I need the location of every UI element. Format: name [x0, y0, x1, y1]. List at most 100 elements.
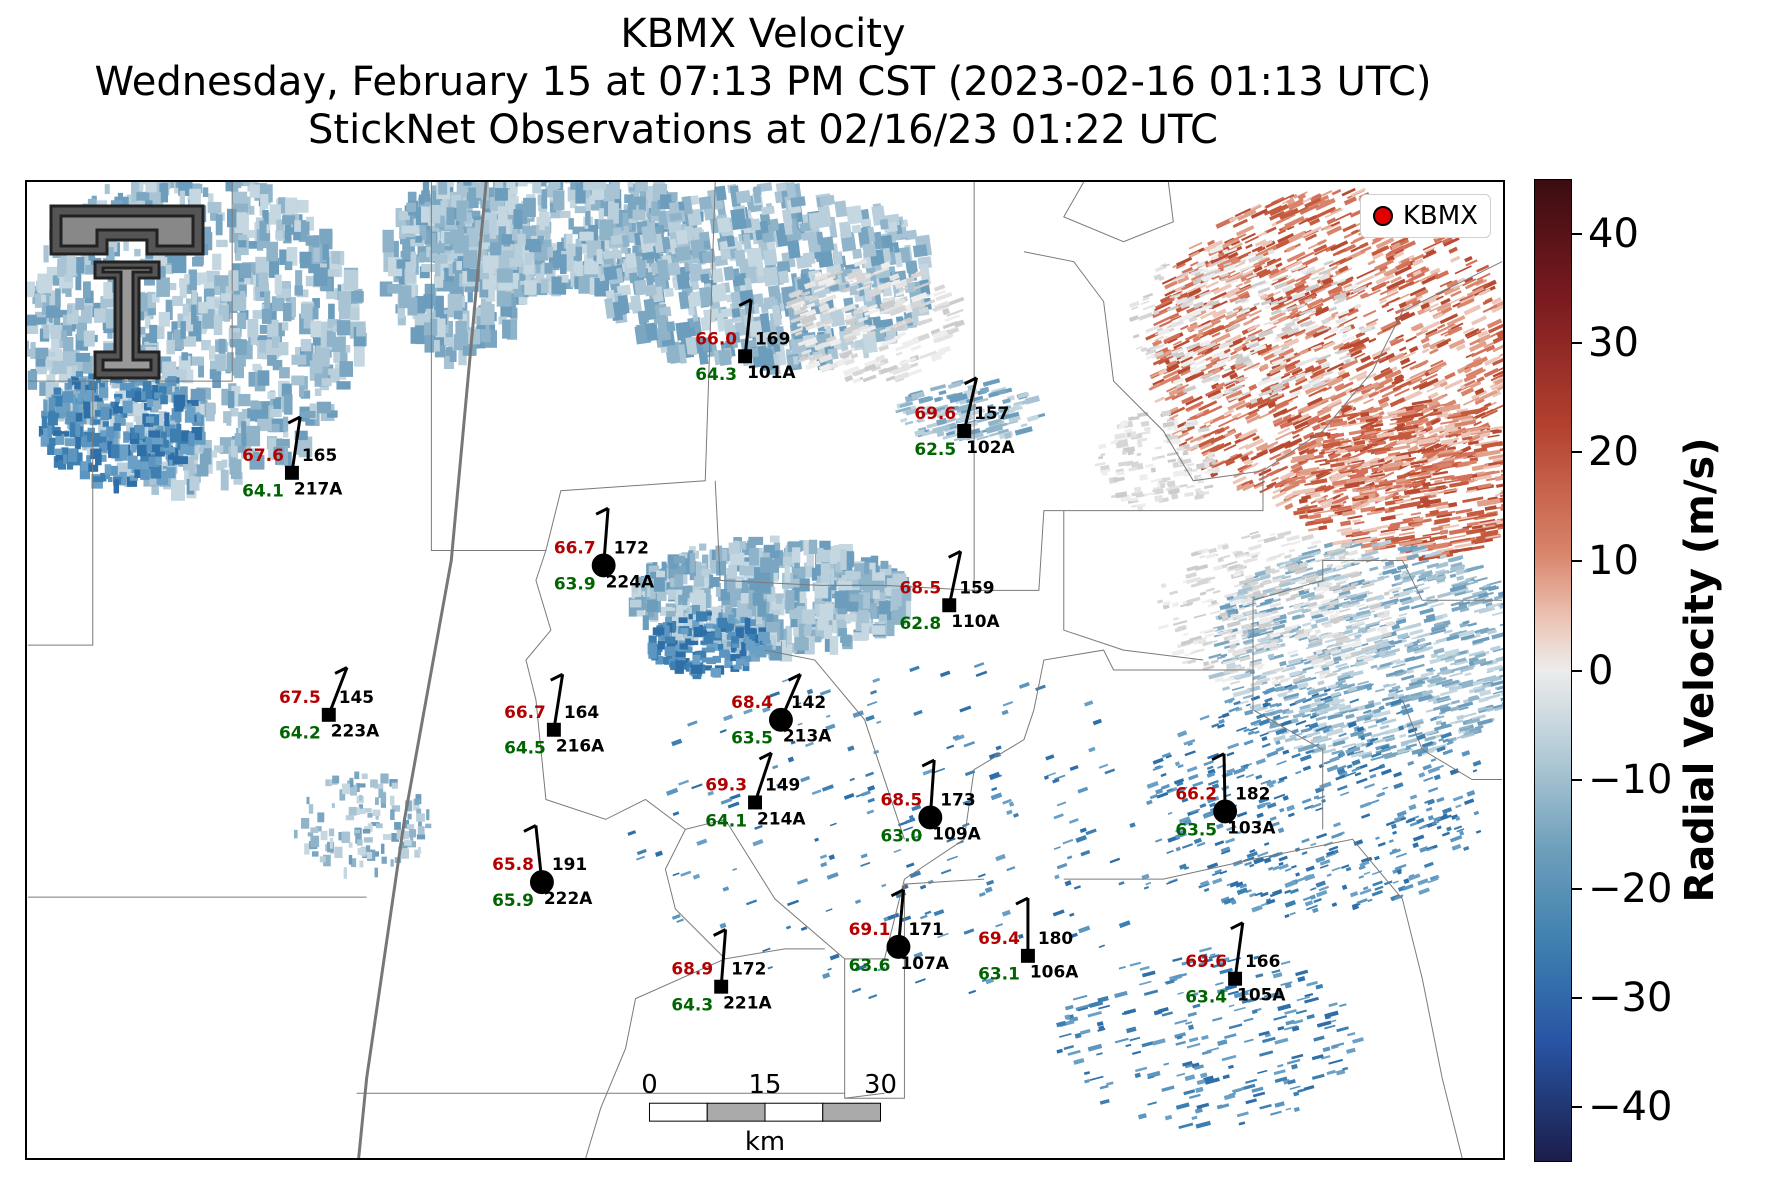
radar-gate: [205, 402, 215, 422]
radar-gate: [934, 396, 942, 403]
radar-gate: [285, 197, 298, 215]
radar-gate: [259, 324, 270, 334]
radar-gate: [210, 309, 221, 318]
radar-gate: [275, 230, 283, 240]
radar-gate: [900, 417, 908, 423]
radar-gate: [560, 254, 567, 275]
radar-gate: [278, 342, 289, 356]
radar-gate: [714, 627, 721, 638]
radar-gate: [214, 275, 230, 287]
radar-gate: [375, 815, 379, 820]
radar-gate: [136, 292, 148, 312]
radar-gate: [728, 614, 735, 624]
radar-gate: [191, 304, 197, 325]
radar-gate: [155, 451, 165, 457]
radar-gate: [310, 827, 319, 834]
radar-gate: [51, 360, 67, 374]
radar-gate: [735, 658, 746, 665]
radar-gate: [267, 423, 280, 433]
radar-gate: [149, 473, 164, 486]
radar-gate: [47, 359, 53, 368]
radar-gate: [846, 601, 859, 612]
radar-gate: [72, 400, 79, 414]
radar-gate: [247, 318, 259, 338]
radar-gate: [286, 247, 298, 266]
radar-gate: [102, 421, 109, 427]
radar-gate: [356, 321, 366, 337]
radar-gate: [230, 459, 242, 480]
radar-gate: [904, 420, 914, 426]
radar-gate: [136, 192, 150, 201]
radar-gate: [886, 578, 900, 590]
radar-gate: [74, 380, 81, 390]
radar-gate: [112, 379, 127, 389]
radar-gate: [231, 385, 241, 407]
radar-gate: [152, 294, 160, 303]
radar-gate: [1408, 345, 1419, 354]
map-panel[interactable]: 0 15 30 km 66.0 169 64.3 101A 69.6 157 62.5 102…: [25, 180, 1505, 1160]
radar-gate: [644, 284, 658, 297]
radar-gate: [281, 383, 292, 397]
radar-gate: [1405, 335, 1417, 343]
radar-gate: [524, 253, 533, 265]
radar-gate: [834, 200, 848, 218]
radar-gate: [731, 643, 740, 648]
radar-gate: [53, 430, 62, 436]
radar-gate: [409, 829, 417, 838]
radar-gate: [424, 335, 434, 353]
radar-gate: [711, 267, 724, 283]
radar-gate: [188, 433, 195, 447]
radar-gate: [336, 320, 351, 336]
radar-gate: [321, 378, 332, 387]
radar-gate: [189, 476, 200, 491]
radar-gate: [547, 247, 553, 258]
radar-gate: [52, 395, 63, 407]
radar-gate: [299, 378, 304, 398]
radar-gate: [1496, 481, 1503, 488]
radar-gate: [166, 467, 176, 479]
radar-gate: [103, 281, 113, 299]
radar-gate: [67, 448, 78, 462]
radar-gate: [1235, 282, 1243, 288]
radar-gate: [381, 856, 387, 864]
radar-gate: [761, 231, 775, 243]
radar-gate: [243, 340, 253, 360]
radar-gate: [279, 367, 290, 379]
radar-gate: [497, 206, 508, 221]
radar-gate: [123, 239, 129, 251]
radar-gate: [247, 229, 256, 238]
radar-gate: [334, 846, 343, 859]
radar-gate: [390, 859, 394, 867]
radar-gate: [145, 182, 157, 193]
radar-gate: [63, 336, 74, 352]
radar-gate: [181, 430, 190, 442]
radar-gate: [524, 280, 537, 295]
radar-gate: [719, 649, 729, 658]
radar-gate: [182, 457, 195, 471]
radar-gate: [157, 266, 166, 287]
radar-gate: [948, 296, 965, 306]
radar-gate: [129, 475, 139, 481]
radar-gate: [62, 351, 74, 367]
radar-gate: [498, 270, 513, 283]
radar-gate: [838, 628, 847, 637]
radar-gate: [155, 451, 162, 465]
radar-gate: [744, 618, 751, 630]
radar-gate: [80, 461, 91, 471]
radar-gate: [220, 293, 232, 302]
radar-gate: [1368, 337, 1377, 344]
radar-gate: [220, 469, 229, 491]
radar-gate: [90, 448, 102, 460]
radar-gate: [753, 185, 762, 196]
radar-gate: [329, 837, 333, 849]
radar-gate: [140, 451, 149, 462]
radar-gate: [1331, 188, 1342, 196]
radar-gate: [692, 654, 701, 665]
radar-gate: [706, 657, 717, 665]
radar-gate: [135, 411, 144, 421]
radar-gate: [689, 592, 702, 603]
radar-gate: [69, 422, 76, 438]
radar-gate: [762, 248, 778, 267]
radar-gate: [688, 613, 693, 620]
radar-gate: [258, 340, 266, 353]
